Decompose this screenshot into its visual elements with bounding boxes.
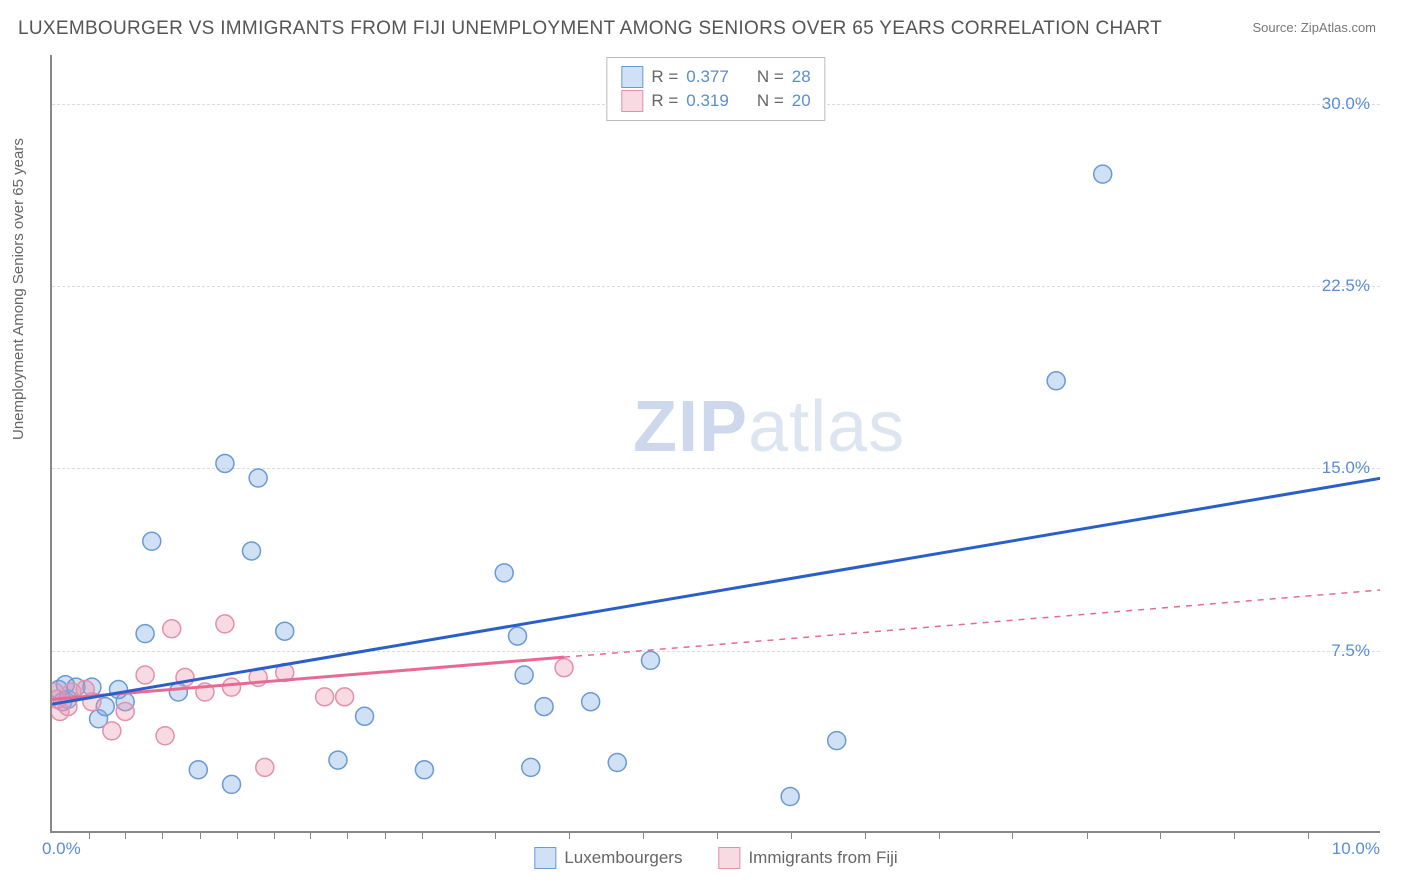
trendline-fiji-dashed [564,590,1380,657]
data-point [143,532,161,550]
x-tick [643,831,644,839]
legend-row-luxembourgers: R = 0.377 N = 28 [621,66,810,88]
trendline-fiji-solid [52,657,564,699]
x-tick [569,831,570,839]
data-point [223,678,241,696]
n-label: N = [757,67,784,87]
x-tick [385,831,386,839]
data-point [136,625,154,643]
data-point [216,454,234,472]
x-tick [125,831,126,839]
legend-series: Luxembourgers Immigrants from Fiji [534,847,897,869]
x-tick [1087,831,1088,839]
n-value-1: 28 [792,67,811,87]
data-point [156,727,174,745]
x-tick [1308,831,1309,839]
data-point [223,775,241,793]
legend-swatch-pink [718,847,740,869]
data-point [555,659,573,677]
data-point [116,702,134,720]
x-tick [939,831,940,839]
x-tick [89,831,90,839]
data-point [256,758,274,776]
plot-area: ZIPatlas R = 0.377 N = 28 R = 0.319 N = … [50,55,1380,833]
legend-label: Luxembourgers [564,848,682,868]
data-point [276,622,294,640]
n-value-2: 20 [792,91,811,111]
source-label: Source: ZipAtlas.com [1252,20,1376,35]
data-point [415,761,433,779]
legend-item-fiji: Immigrants from Fiji [718,847,897,869]
x-tick [1160,831,1161,839]
y-axis-label: Unemployment Among Seniors over 65 years [10,138,27,440]
data-point [189,761,207,779]
x-tick [347,831,348,839]
x-tick [200,831,201,839]
data-point [509,627,527,645]
data-point [582,693,600,711]
legend-label: Immigrants from Fiji [748,848,897,868]
data-point [495,564,513,582]
data-point [356,707,374,725]
data-point [243,542,261,560]
r-label: R = [651,67,678,87]
data-point [522,758,540,776]
data-point [216,615,234,633]
data-point [329,751,347,769]
x-tick [495,831,496,839]
data-point [1094,165,1112,183]
x-tick [865,831,866,839]
data-point [515,666,533,684]
data-point [136,666,154,684]
data-point [316,688,334,706]
data-point [535,698,553,716]
r-value-1: 0.377 [686,67,729,87]
x-tick-label: 10.0% [1332,839,1380,859]
r-value-2: 0.319 [686,91,729,111]
data-point [608,753,626,771]
legend-swatch-blue [534,847,556,869]
legend-correlation: R = 0.377 N = 28 R = 0.319 N = 20 [606,57,825,121]
r-label: R = [651,91,678,111]
data-point [249,469,267,487]
data-point [336,688,354,706]
data-point [103,722,121,740]
legend-swatch-pink [621,90,643,112]
x-tick [422,831,423,839]
x-tick [717,831,718,839]
legend-row-fiji: R = 0.319 N = 20 [621,90,810,112]
data-point [828,732,846,750]
n-label: N = [757,91,784,111]
data-point [781,788,799,806]
chart-svg [52,55,1380,831]
x-tick-label: 0.0% [42,839,81,859]
data-point [642,651,660,669]
x-tick [237,831,238,839]
x-tick [1012,831,1013,839]
x-tick [162,831,163,839]
data-point [163,620,181,638]
legend-item-luxembourgers: Luxembourgers [534,847,682,869]
chart-title: LUXEMBOURGER VS IMMIGRANTS FROM FIJI UNE… [18,18,1162,40]
data-point [1047,372,1065,390]
x-tick [274,831,275,839]
x-tick [791,831,792,839]
x-tick [310,831,311,839]
x-tick [1234,831,1235,839]
legend-swatch-blue [621,66,643,88]
trendline-luxembourgers [52,478,1380,704]
